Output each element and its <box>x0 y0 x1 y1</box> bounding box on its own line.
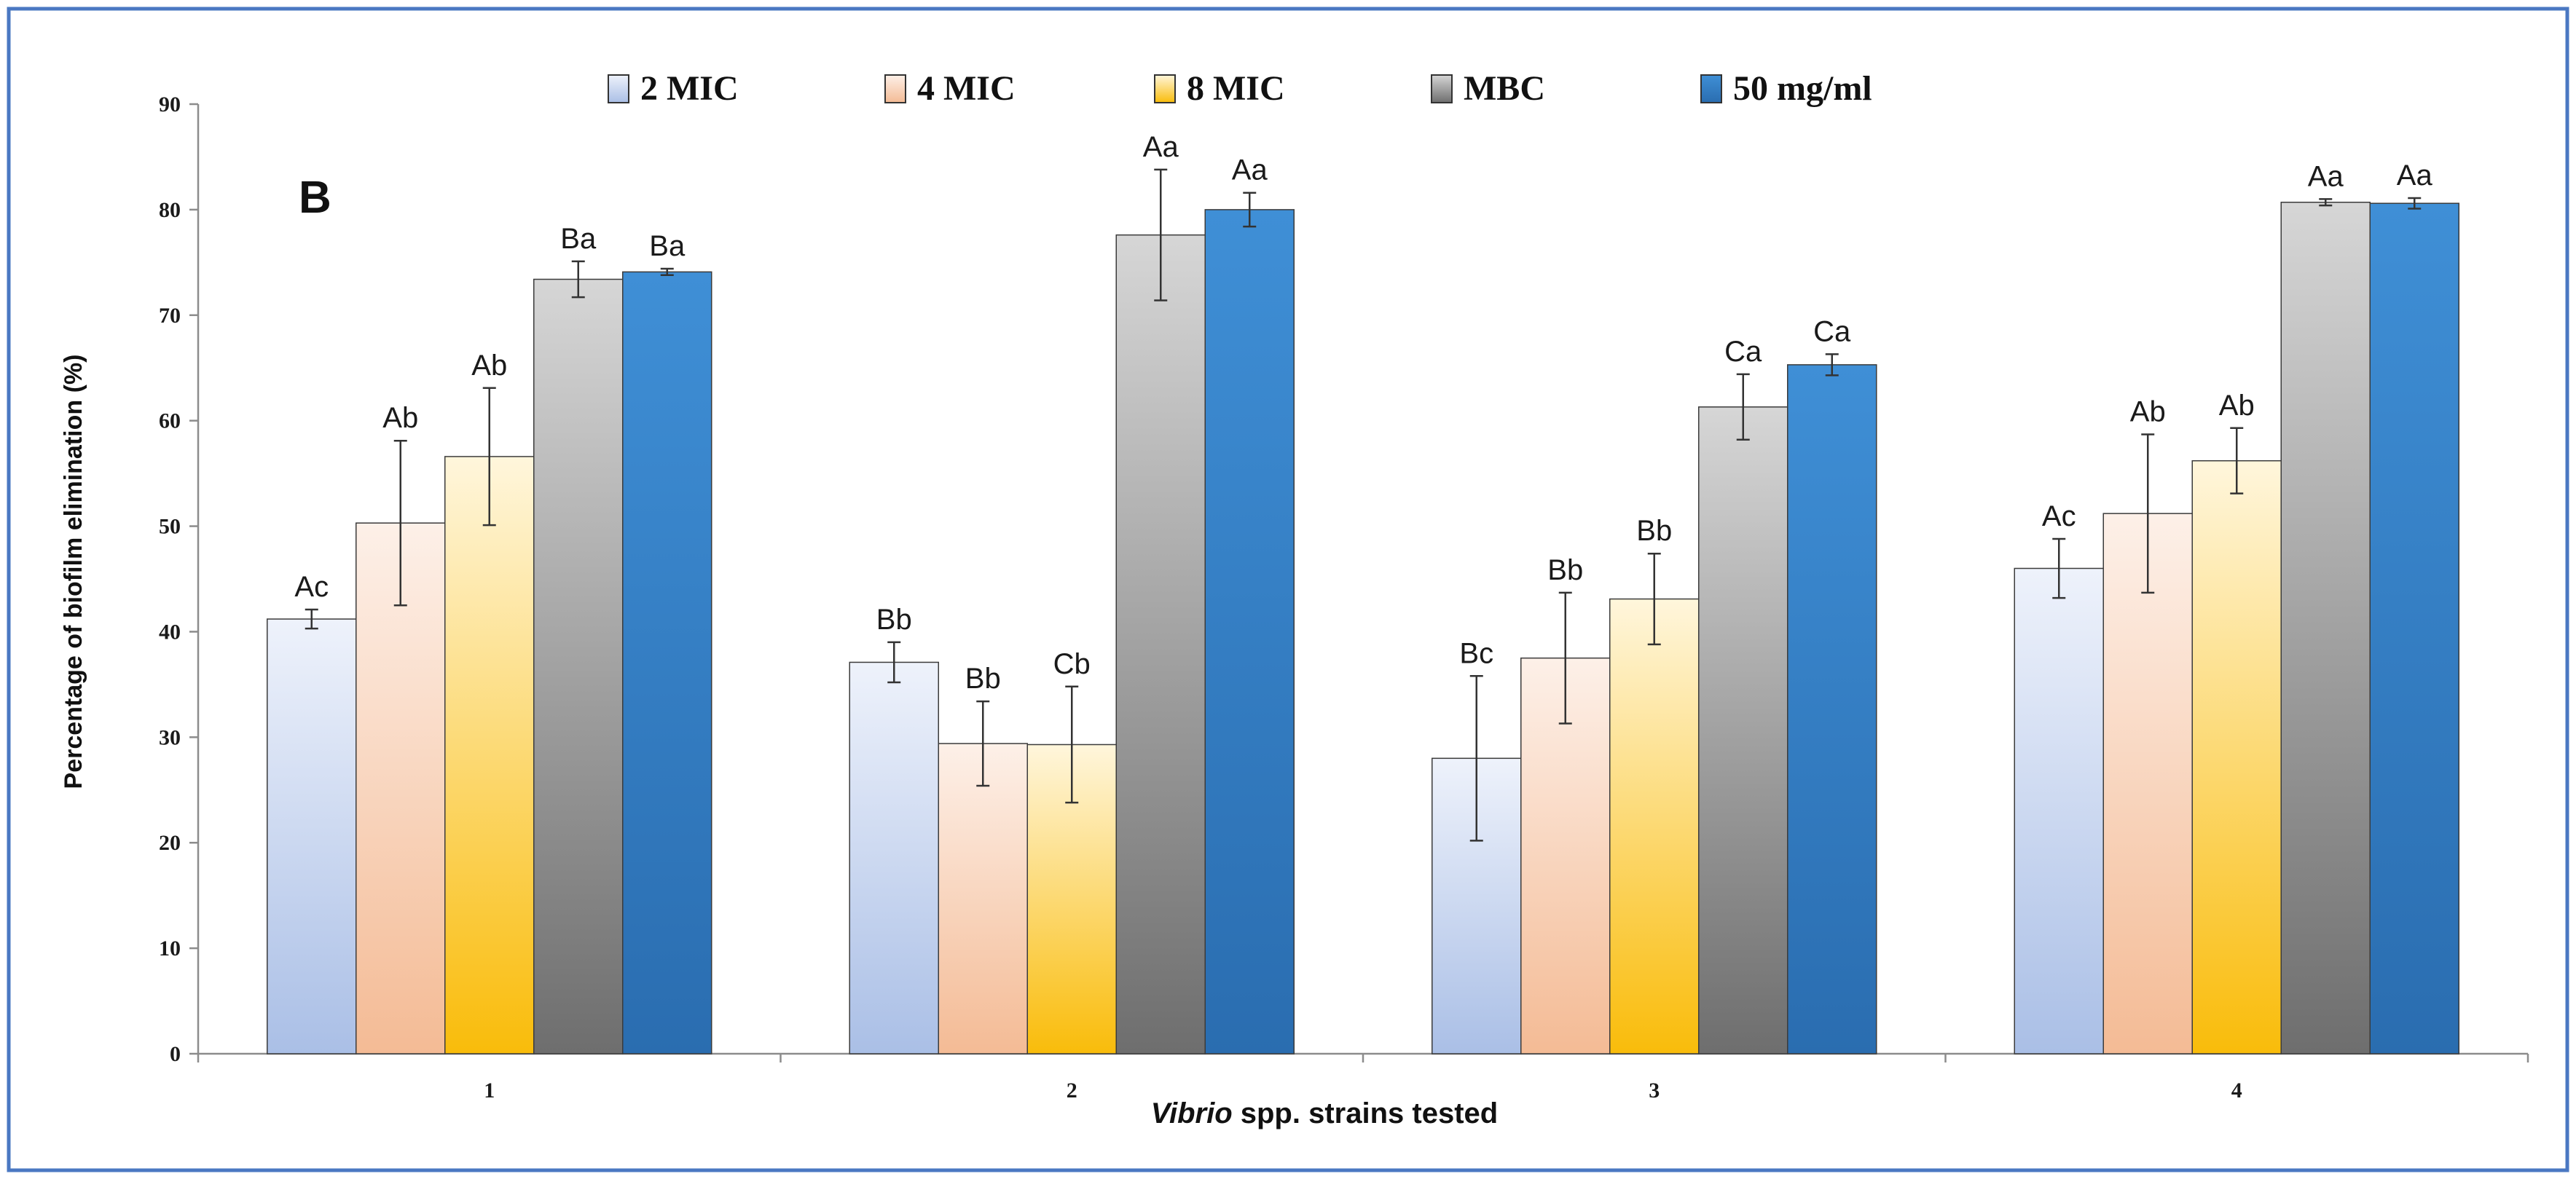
bar-label: Ba <box>649 230 686 262</box>
y-axis: 0 10 20 30 40 50 60 70 80 90 <box>159 92 200 1066</box>
bar <box>2280 201 2371 1054</box>
legend-label: 2 MIC <box>640 69 739 108</box>
bar <box>1115 234 1206 1054</box>
bar-label: Aa <box>2308 160 2344 192</box>
bar <box>533 278 624 1054</box>
panel-label: B <box>299 173 331 223</box>
bar <box>1787 364 1877 1054</box>
x-axis-label-italic: Vibrio <box>1151 1097 1233 1129</box>
y-tick-label: 70 <box>159 304 181 328</box>
bars <box>267 168 2459 1054</box>
bar-label: Bc <box>1459 637 1493 669</box>
bar-label: Ab <box>2219 390 2255 422</box>
x-axis-label: Vibrio spp. strains tested <box>1151 1097 1498 1129</box>
legend-swatch <box>608 74 629 103</box>
x-axis: 1 2 3 4 <box>197 1052 2529 1103</box>
bar-label: Ab <box>382 402 418 434</box>
legend-swatch <box>1700 74 1722 103</box>
legend: 2 MIC 4 MIC 8 MIC MBC 50 mg/ml <box>608 69 1872 108</box>
chart-frame <box>7 7 2569 1172</box>
bar <box>267 618 357 1054</box>
y-tick-label: 50 <box>159 515 181 539</box>
y-tick-label: 60 <box>159 409 181 433</box>
bar-labels: Ac Ab Ab Ba Ba Bb Bb Cb Aa Aa Bc Bb Bb Ca Ca Ac Ab Ab Aa Aa <box>294 131 2432 695</box>
legend-label: 50 mg/ml <box>1733 69 1872 108</box>
legend-swatch <box>1431 74 1453 103</box>
y-tick-label: 0 <box>170 1042 181 1066</box>
legend-swatch <box>1154 74 1176 103</box>
x-tick-label: 2 <box>1067 1079 1077 1103</box>
y-tick-label: 80 <box>159 198 181 222</box>
bar-label: Cb <box>1053 648 1091 680</box>
y-axis-label: Percentage of biofilm elimination (%) <box>60 355 87 789</box>
x-axis-label-rest: spp. strains tested <box>1233 1097 1499 1129</box>
x-tick-label: 4 <box>2231 1079 2242 1103</box>
legend-swatch <box>884 74 906 103</box>
bar <box>2102 513 2193 1054</box>
bar-label: Bb <box>876 604 912 636</box>
bar-label: Bb <box>1547 554 1583 586</box>
bar-label: Bb <box>1636 515 1672 547</box>
bar-label: Ca <box>1813 315 1851 347</box>
legend-label: 8 MIC <box>1187 69 1285 108</box>
bar <box>2369 202 2459 1054</box>
bar <box>444 456 535 1054</box>
y-tick-label: 40 <box>159 620 181 644</box>
bar <box>2014 567 2104 1054</box>
bar <box>2191 460 2282 1054</box>
bar-label: Ac <box>294 571 329 603</box>
y-tick-label: 10 <box>159 937 181 961</box>
bar-label: Ab <box>471 350 507 382</box>
bar <box>1609 598 1700 1054</box>
bar <box>622 271 712 1054</box>
bar <box>1204 209 1295 1054</box>
x-tick-label: 3 <box>1649 1079 1660 1103</box>
legend-label: MBC <box>1464 69 1545 108</box>
bar-label: Ba <box>560 223 597 255</box>
bar <box>356 522 446 1054</box>
x-tick-label: 1 <box>484 1079 495 1103</box>
bar-label: Ac <box>2042 500 2076 532</box>
bar <box>1698 406 1788 1054</box>
bar <box>849 661 939 1054</box>
bar-label: Aa <box>1143 131 1179 163</box>
bar-label: Bb <box>965 663 1001 695</box>
y-tick-label: 90 <box>159 92 181 117</box>
bar-label: Ca <box>1724 336 1762 368</box>
y-tick-label: 20 <box>159 831 181 855</box>
legend-label: 4 MIC <box>917 69 1016 108</box>
bar-label: Aa <box>1232 154 1268 186</box>
y-tick-label: 30 <box>159 725 181 749</box>
bar-label: Aa <box>2397 159 2433 192</box>
bar-label: Ab <box>2130 396 2166 428</box>
bar <box>938 743 1028 1054</box>
